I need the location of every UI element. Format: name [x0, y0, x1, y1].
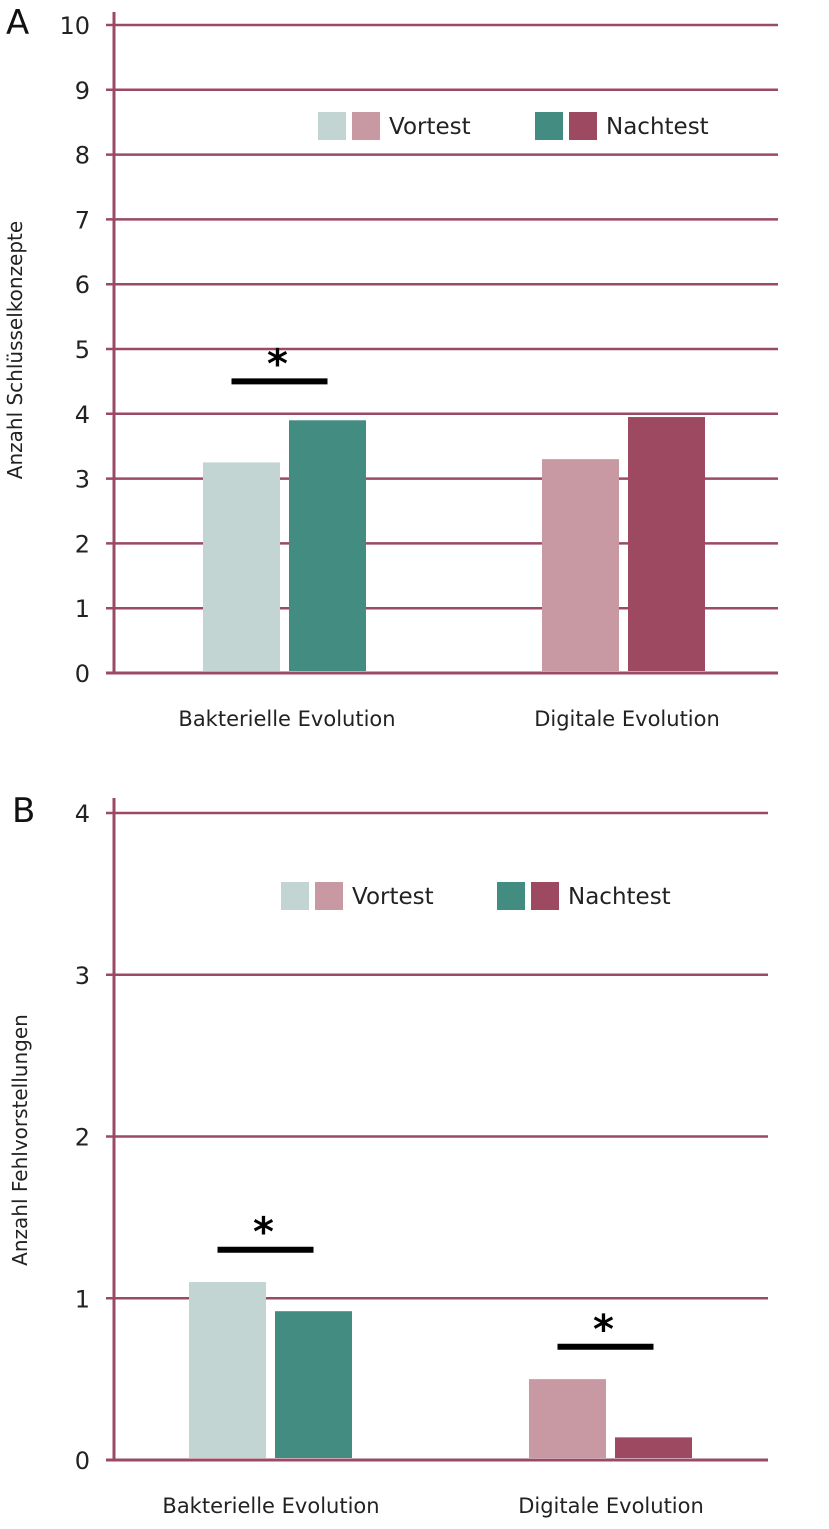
- panel-b-category-label: Bakterielle Evolution: [162, 1494, 379, 1518]
- panel-b-y-axis-label: Anzahl Fehlvorstellungen: [8, 1014, 32, 1266]
- panel-a-bar-pretest: [542, 459, 619, 671]
- panel-a-y-tick-label: 4: [75, 401, 90, 429]
- panel-a-y-tick-label: 6: [75, 271, 90, 299]
- panel-b-category-label: Digitale Evolution: [518, 1494, 704, 1518]
- panel-b-significance-star: *: [253, 1210, 274, 1256]
- panel-b-legend-swatch-bacterial-posttest: [497, 882, 525, 910]
- panel-b-significance-star: *: [593, 1307, 614, 1353]
- panel-b-legend-swatch-bacterial-pretest: [281, 882, 309, 910]
- panel-b-bar-pretest: [189, 1282, 266, 1458]
- panel-b-y-tick-label: 4: [75, 800, 90, 828]
- panel-a-y-tick-label: 9: [75, 77, 90, 105]
- panel-b-letter: B: [12, 791, 35, 831]
- panel-a-y-tick-label: 1: [75, 595, 90, 623]
- panel-b-y-tick-label: 0: [75, 1447, 90, 1475]
- panel-b-bar-posttest: [275, 1311, 352, 1458]
- panel-a-category-label: Bakterielle Evolution: [178, 707, 395, 731]
- panel-a-y-tick-label: 0: [75, 660, 90, 688]
- panel-a-legend-swatch-bacterial-posttest: [535, 112, 563, 140]
- panel-b-legend-swatch-digital-posttest: [531, 882, 559, 910]
- panel-a-y-tick-label: 7: [75, 206, 90, 234]
- panel-b-y-tick-label: 3: [75, 962, 90, 990]
- panel-a-legend-swatch-digital-posttest: [569, 112, 597, 140]
- panel-a-legend-pretest-label: Vortest: [389, 114, 471, 140]
- panel-a-y-tick-label: 5: [75, 336, 90, 364]
- panel-a-chart: A 0 1 2 3 4 5 6 7 8 9 10 Anzahl Schlüsselkonzepte Bak…: [3, 3, 778, 731]
- panel-a-legend-swatch-bacterial-pretest: [318, 112, 346, 140]
- panel-a-bar-posttest: [628, 417, 705, 671]
- panel-a-category-label: Digitale Evolution: [534, 707, 720, 731]
- panel-a-legend-swatch-digital-pretest: [352, 112, 380, 140]
- panel-b-legend-swatch-digital-pretest: [315, 882, 343, 910]
- panel-a-y-tick-label: 10: [59, 12, 90, 40]
- panel-a-legend-posttest-label: Nachtest: [606, 114, 709, 140]
- panel-b-y-tick-label: 1: [75, 1285, 90, 1313]
- panel-a-bar-posttest: [289, 420, 366, 671]
- panel-b-y-tick-label: 2: [75, 1124, 90, 1152]
- panel-b-legend-pretest-label: Vortest: [352, 884, 434, 910]
- panel-a-y-tick-label: 8: [75, 142, 90, 170]
- panel-b-bar-pretest: [529, 1379, 606, 1458]
- panel-a-significance-star: *: [267, 341, 288, 387]
- panel-a-bar-pretest: [203, 462, 280, 671]
- panel-b-bar-posttest: [615, 1437, 692, 1458]
- panel-a-y-tick-label: 2: [75, 530, 90, 558]
- panel-a-y-axis-label: Anzahl Schlüsselkonzepte: [3, 221, 27, 479]
- panel-a-y-tick-label: 3: [75, 466, 90, 494]
- panel-a-letter: A: [6, 3, 29, 43]
- panel-b-chart: B 0 1 2 3 4 Anzahl Fehlvorstellungen Bakteriell…: [8, 791, 768, 1518]
- panel-b-legend-posttest-label: Nachtest: [568, 884, 671, 910]
